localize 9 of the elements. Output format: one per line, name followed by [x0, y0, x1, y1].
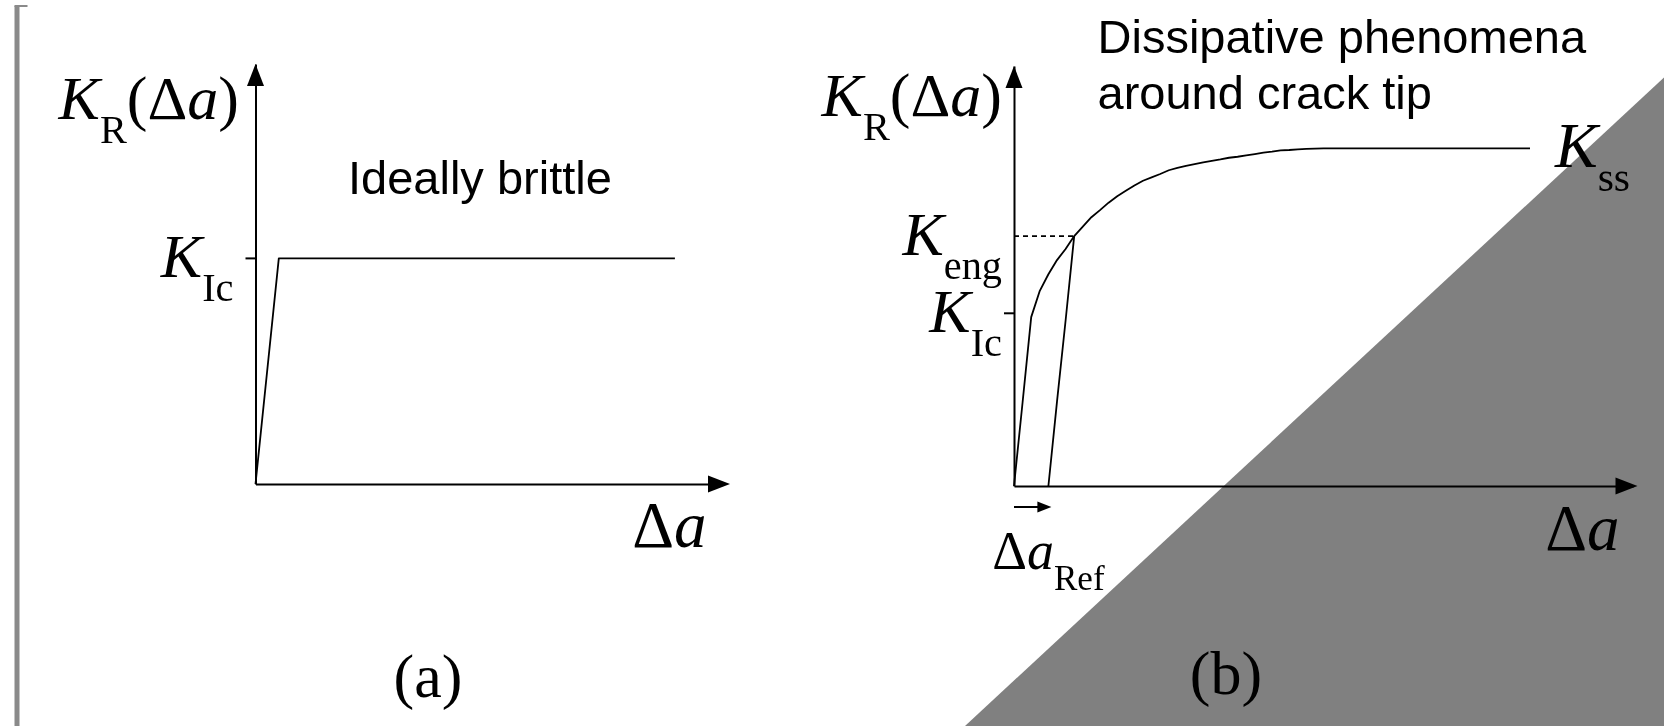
text: Δa$_{Ref}$ — [992, 521, 1105, 598]
text: K$_{Ic}$ — [159, 222, 234, 310]
text: (b) — [1189, 639, 1263, 708]
x-axis-title: Δa — [1545, 491, 1620, 564]
x-axis-title: Δa — [632, 488, 707, 561]
y-axis-title: K$_{R}$(Δa) — [820, 60, 1002, 149]
y-axis-title: K$_{R}$(Δa) — [57, 64, 239, 152]
text: Ideally brittle — [348, 151, 612, 204]
text: (a) — [393, 642, 463, 711]
